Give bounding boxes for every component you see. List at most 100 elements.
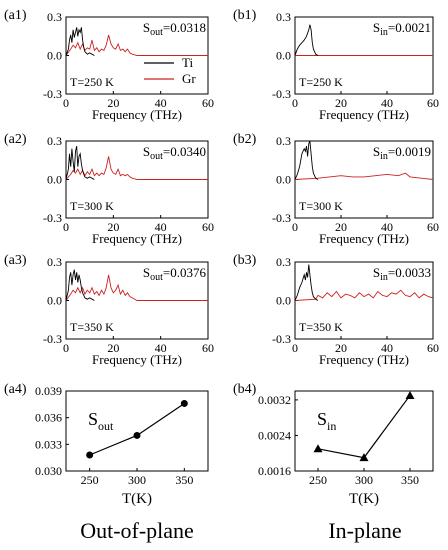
y-tick-label: 0.3 (47, 134, 62, 148)
data-point (359, 453, 369, 462)
quantity-label: Sout (88, 409, 114, 433)
y-tick-label: 0.0 (47, 49, 62, 63)
quantity-value: =0.0033 (388, 265, 431, 280)
panel-label: (a2) (4, 132, 27, 147)
panel-label: (b3) (233, 253, 257, 268)
x-tick-label: 0 (292, 220, 298, 234)
x-tick-label: 60 (202, 341, 214, 355)
x-tick-label: 20 (335, 220, 347, 234)
legend-label: Ti (182, 55, 193, 70)
coupling-annotation: Sin=0.0021 (373, 20, 431, 38)
quantity-subscript: in (380, 272, 388, 283)
y-tick-label: 0.0 (276, 49, 291, 63)
y-tick-label: 0.0 (276, 294, 291, 308)
y-tick-label: 0.036 (35, 411, 62, 425)
temperature-label: T=300 K (299, 199, 343, 213)
caption-left: Out-of-plane (80, 518, 194, 543)
temperature-label: T=250 K (299, 75, 343, 89)
temperature-label: T=350 K (299, 320, 343, 334)
panel-label: (a3) (4, 253, 27, 268)
x-axis-label: Frequency (THz) (319, 231, 409, 246)
series-line-ti (295, 141, 319, 180)
panel-b3: (b3) 0 20 40 60 -0.3 0.0 0.3 Frequency (THz) Sin=… (233, 253, 439, 367)
quantity-subscript: in (327, 419, 336, 433)
data-point (180, 399, 188, 407)
x-tick-label: 60 (427, 220, 439, 234)
y-tick-label: 0.0032 (258, 393, 291, 407)
y-tick-label: 0.039 (35, 384, 62, 398)
panel-label: (b2) (233, 132, 257, 147)
series-line-ti (295, 24, 319, 56)
quantity-symbol: S (143, 265, 150, 280)
quantity-value: =0.0318 (163, 20, 206, 35)
y-tick-label: -0.3 (43, 211, 62, 225)
x-tick-label: 0 (63, 341, 69, 355)
x-tick-label: 0 (63, 220, 69, 234)
data-point (133, 431, 141, 439)
x-axis-label: Frequency (THz) (92, 107, 182, 122)
y-tick-label: 0.3 (276, 255, 291, 269)
quantity-value: =0.0021 (388, 20, 431, 35)
quantity-subscript: out (150, 272, 163, 283)
panel-label: (a1) (4, 8, 27, 23)
caption-right: In-plane (328, 518, 401, 543)
panel-label: (a4) (4, 382, 27, 397)
y-tick-label: -0.3 (43, 332, 62, 346)
panel-a4: (a4) 250 300 350 0.030 0.033 0.036 0.039 T(K) Sou… (4, 382, 209, 507)
panel-b4: (b4) 250 300 350 0.0016 0.0024 0.0032 T(K) Sin (233, 382, 434, 507)
x-tick-label: 40 (155, 341, 167, 355)
quantity-symbol: S (373, 144, 380, 159)
series-line-gr (66, 156, 208, 180)
y-tick-label: 0.030 (35, 464, 62, 478)
coupling-annotation: Sout=0.0318 (143, 20, 206, 38)
quantity-value: =0.0376 (163, 265, 207, 280)
y-tick-label: 0.3 (47, 10, 62, 24)
panel-a1: (a1) 0 20 40 60 -0.3 0.0 0.3 Frequency (THz) Sout… (4, 8, 214, 122)
series-group (66, 27, 208, 56)
x-tick-label: 350 (175, 473, 193, 487)
quantity-subscript: out (150, 27, 163, 38)
quantity-value: =0.0340 (163, 144, 206, 159)
coupling-annotation: Sin=0.0019 (373, 144, 431, 162)
x-tick-label: 20 (107, 96, 119, 110)
legend-label: Gr (182, 71, 196, 86)
temperature-label: T=350 K (70, 320, 114, 334)
x-tick-label: 300 (355, 473, 373, 487)
quantity-value: =0.0019 (388, 144, 431, 159)
series-line-ti (66, 145, 95, 180)
panel-a3: (a3) 0 20 40 60 -0.3 0.0 0.3 Frequency (THz) Sout… (4, 253, 214, 367)
y-tick-label: 0.0 (276, 173, 291, 187)
series-group (295, 264, 433, 301)
data-point (405, 390, 415, 399)
panel-a2: (a2) 0 20 40 60 -0.3 0.0 0.3 Frequency (THz) Sout… (4, 132, 214, 246)
coupling-annotation: Sin=0.0033 (373, 265, 431, 283)
x-tick-label: 0 (292, 96, 298, 110)
x-tick-label: 60 (427, 341, 439, 355)
panel-b2: (b2) 0 20 40 60 -0.3 0.0 0.3 Frequency (THz) Sin=… (233, 132, 439, 246)
coupling-annotation: Sout=0.0340 (143, 144, 206, 162)
y-tick-label: 0.033 (35, 437, 62, 451)
series-line-gr (66, 34, 208, 56)
panel-label: (b4) (233, 382, 257, 397)
series-group (295, 141, 433, 180)
x-tick-label: 60 (427, 96, 439, 110)
x-tick-label: 20 (335, 341, 347, 355)
series-line-ti (295, 264, 319, 301)
x-tick-label: 60 (202, 220, 214, 234)
x-tick-label: 300 (128, 473, 146, 487)
x-tick-label: 350 (401, 473, 419, 487)
panels: (a1) 0 20 40 60 -0.3 0.0 0.3 Frequency (THz) Sout… (4, 8, 439, 507)
panel-label: (b1) (233, 8, 257, 23)
quantity-subscript: in (380, 27, 388, 38)
x-tick-label: 40 (381, 220, 393, 234)
y-tick-label: 0.0 (47, 173, 62, 187)
y-tick-label: -0.3 (43, 87, 62, 101)
series-line-ti (66, 269, 95, 301)
x-tick-label: 60 (202, 96, 214, 110)
x-axis-label: T(K) (122, 491, 152, 507)
y-tick-label: 0.0016 (258, 464, 291, 478)
series-group (66, 145, 208, 180)
x-tick-label: 40 (155, 220, 167, 234)
